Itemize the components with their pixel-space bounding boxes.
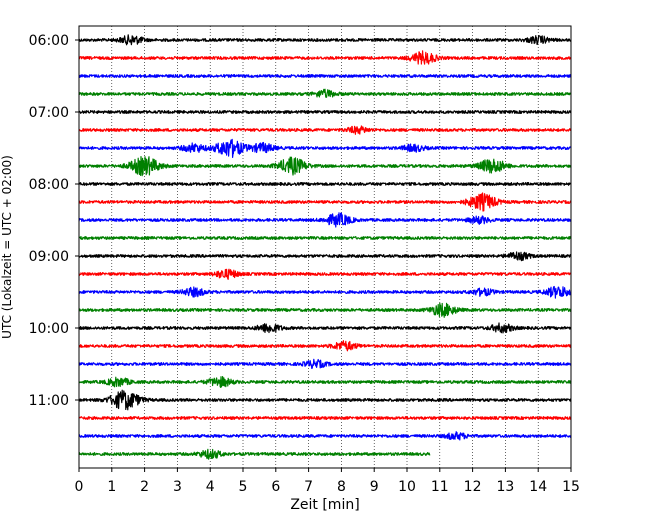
seismic-trace: [78, 182, 572, 186]
seismic-trace: [78, 285, 572, 299]
x-tick-label: 0: [75, 479, 84, 495]
x-tick-label: 9: [370, 479, 379, 495]
seismic-trace: [78, 110, 572, 114]
x-tick-label: 13: [496, 479, 514, 495]
seismic-traces: [78, 34, 572, 460]
seismic-trace: [78, 74, 572, 78]
seismic-trace: [78, 302, 572, 318]
x-tick-label: 3: [173, 479, 182, 495]
seismic-trace: [78, 268, 572, 280]
seismic-trace: [78, 125, 572, 135]
plot-frame: [78, 25, 572, 469]
y-axis-ticks: 06:00 07:00 08:00 09:00 10:00 11:00: [29, 33, 79, 409]
seismic-trace: [78, 50, 572, 65]
x-tick-label: 6: [271, 479, 280, 495]
x-tick-label: 4: [206, 479, 215, 495]
seismic-trace: [78, 358, 572, 369]
seismic-trace: [78, 376, 572, 388]
seismic-trace: [78, 236, 572, 240]
x-tick-label: 7: [304, 479, 313, 495]
seismic-trace: [78, 389, 572, 411]
seismic-trace: [78, 88, 572, 98]
x-axis-ticks: 0 1 2 3 4 5 6 7 8 9 10 11 12 13 14 15: [75, 468, 580, 495]
x-tick-label: 15: [562, 479, 580, 495]
x-tick-label: 11: [431, 479, 449, 495]
seismic-trace: [78, 340, 572, 352]
x-tick-label: 5: [239, 479, 248, 495]
y-tick-label: 06:00: [29, 33, 69, 49]
y-tick-label: 10:00: [29, 321, 69, 337]
seismic-trace: [78, 34, 572, 46]
x-tick-label: 8: [337, 479, 346, 495]
seismic-trace: [78, 448, 431, 460]
x-tick-label: 10: [398, 479, 416, 495]
seismic-trace: [78, 156, 572, 177]
x-axis-label: Zeit [min]: [290, 497, 359, 513]
seismic-trace: [78, 138, 572, 158]
seismic-trace: [78, 251, 572, 262]
x-tick-label: 14: [529, 479, 547, 495]
seismic-trace: [78, 322, 572, 334]
x-tick-label: 1: [107, 479, 116, 495]
seismic-trace: [78, 212, 572, 228]
y-tick-label: 07:00: [29, 105, 69, 121]
x-tick-label: 12: [464, 479, 482, 495]
y-tick-label: 09:00: [29, 249, 69, 265]
y-axis-label: UTC (Lokalzeit = UTC + 02:00): [0, 155, 14, 339]
y-tick-label: 08:00: [29, 177, 69, 193]
seismic-trace: [78, 431, 572, 441]
seismic-trace: [78, 192, 572, 212]
x-tick-label: 2: [140, 479, 149, 495]
seismic-trace: [78, 416, 572, 420]
y-tick-label: 11:00: [29, 393, 69, 409]
